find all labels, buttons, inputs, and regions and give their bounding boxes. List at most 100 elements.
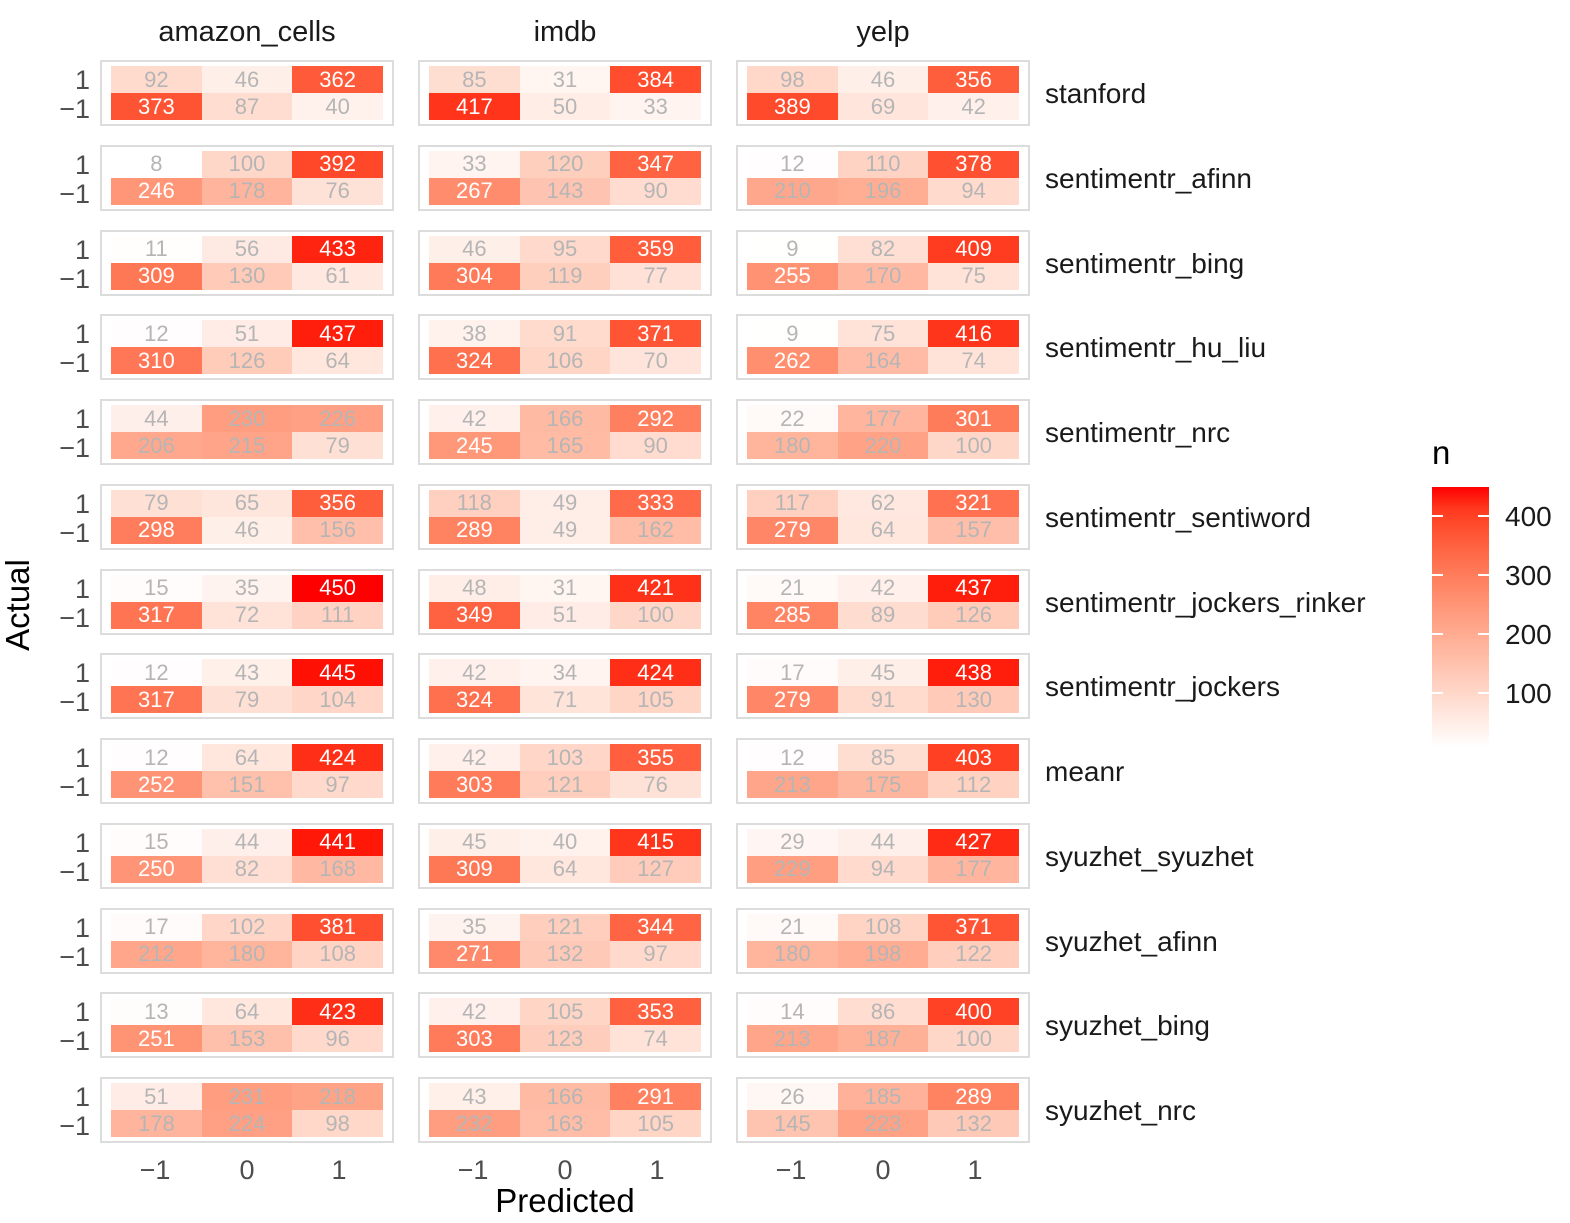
cell-value: 126 (228, 347, 266, 373)
heatmap-tile: 49 (519, 489, 611, 517)
cell-value: 11 (144, 236, 168, 262)
heatmap-tile: 177 (928, 855, 1019, 883)
cell-value: 437 (319, 320, 357, 346)
cell-value: 303 (455, 771, 493, 797)
cell-value: 35 (234, 575, 260, 601)
heatmap-tile: 359 (610, 235, 701, 263)
heatmap-tile: 94 (928, 177, 1019, 205)
heatmap-tile: 111 (292, 601, 383, 629)
heatmap-tile: 438 (928, 659, 1019, 687)
heatmap-tile: 321 (928, 489, 1019, 517)
cell-value: 90 (643, 432, 668, 458)
cell-value: 50 (552, 93, 578, 119)
cell-value: 70 (643, 347, 668, 373)
cell-value: 251 (137, 1025, 175, 1051)
heatmap-tile: 74 (928, 347, 1019, 375)
cell-value: 156 (319, 517, 357, 543)
facet-row-label-sentimentr_hu_liu: sentimentr_hu_liu (1045, 332, 1267, 364)
heatmap-tile: 267 (429, 177, 520, 205)
cell-value: 355 (637, 744, 675, 770)
cell-value: 246 (137, 178, 175, 204)
cell-value: 356 (955, 66, 993, 92)
cell-value: 38 (462, 320, 487, 346)
y-tick-label: −1 (59, 687, 90, 718)
heatmap-tile: 355 (610, 744, 701, 772)
heatmap-tile: 213 (747, 1025, 838, 1053)
cell-value: 180 (773, 941, 811, 967)
cell-value: 163 (546, 1110, 584, 1136)
heatmap-tile: 56 (201, 235, 293, 263)
cell-value: 166 (546, 405, 584, 431)
x-tick-label: 0 (875, 1155, 891, 1186)
heatmap-tile: 127 (610, 855, 701, 883)
heatmap-tile: 303 (429, 771, 520, 799)
heatmap-tile: 180 (747, 940, 838, 968)
cell-value: 309 (137, 263, 175, 289)
cell-value: 72 (234, 602, 260, 628)
heatmap-tile: 108 (837, 913, 929, 941)
heatmap-tile: 213 (747, 771, 838, 799)
cell-value: 130 (955, 686, 993, 712)
heatmap-tile: 35 (201, 574, 293, 602)
facet-panel-sentimentr_bing-amazon_cells: 11 56 433 309 130 61 (100, 229, 394, 296)
facet-row-label-sentimentr_jockers_rinker: sentimentr_jockers_rinker (1045, 586, 1366, 618)
facet-panel-syuzhet_nrc-imdb: 43 166 291 232 163 105 (418, 1077, 712, 1144)
facet-row-label-syuzhet_afinn: syuzhet_afinn (1045, 925, 1218, 957)
heatmap-tile: 178 (111, 1110, 202, 1138)
heatmap-tile: 279 (747, 516, 838, 544)
cell-value: 92 (144, 66, 169, 92)
cell-value: 317 (137, 686, 175, 712)
facet-panel-sentimentr_bing-imdb: 46 95 359 304 119 77 (418, 229, 712, 296)
heatmap-tile: 231 (201, 1083, 293, 1111)
cell-value: 298 (137, 517, 175, 543)
facet-panel-meanr-amazon_cells: 12 64 424 252 151 97 (100, 738, 394, 805)
heatmap-tile: 14 (747, 998, 838, 1026)
cell-value: 162 (637, 517, 675, 543)
cell-value: 220 (864, 432, 902, 458)
heatmap-tile: 97 (610, 940, 701, 968)
heatmap-tile: 40 (292, 93, 383, 120)
cell-value: 97 (643, 941, 668, 967)
y-tick-label: 1 (74, 997, 90, 1028)
cell-value: 43 (462, 1083, 487, 1109)
heatmap-tile: 51 (519, 601, 611, 629)
facet-row-label-syuzhet_nrc: syuzhet_nrc (1045, 1095, 1196, 1127)
cell-value: 415 (637, 829, 675, 855)
heatmap-tile: 51 (111, 1083, 202, 1111)
cell-value: 212 (137, 941, 175, 967)
heatmap-tile: 324 (429, 686, 520, 714)
cell-value: 279 (773, 686, 811, 712)
cell-value: 43 (234, 659, 260, 685)
cell-value: 87 (234, 93, 260, 119)
heatmap-tile: 33 (429, 150, 520, 178)
cell-value: 441 (319, 829, 357, 855)
legend-gradient-bar (1432, 487, 1489, 747)
heatmap-tile: 12 (111, 320, 202, 348)
facet-row-label-sentimentr_bing: sentimentr_bing (1045, 247, 1245, 279)
cell-value: 33 (462, 151, 487, 177)
heatmap-tile: 255 (747, 262, 838, 290)
cell-value: 344 (637, 914, 675, 940)
cell-value: 175 (864, 771, 902, 797)
heatmap-tile: 64 (519, 855, 611, 883)
y-tick-label: −1 (59, 941, 90, 972)
heatmap-tile: 289 (429, 516, 520, 544)
cell-value: 450 (319, 575, 357, 601)
cell-value: 119 (547, 263, 583, 289)
heatmap-tile: 96 (292, 1025, 383, 1053)
heatmap-tile: 279 (747, 686, 838, 714)
heatmap-tile: 45 (837, 659, 929, 687)
cell-value: 51 (552, 602, 578, 628)
y-axis-title: Actual (0, 559, 36, 651)
heatmap-tile: 106 (519, 347, 611, 375)
cell-value: 82 (234, 856, 260, 882)
cell-value: 105 (637, 1110, 675, 1136)
cell-value: 333 (637, 490, 675, 516)
cell-value: 423 (319, 998, 357, 1024)
cell-value: 95 (552, 236, 578, 262)
facet-col-header-yelp: yelp (856, 16, 910, 48)
heatmap-tile: 42 (928, 93, 1019, 120)
facet-row-label-sentimentr_sentiword: sentimentr_sentiword (1045, 501, 1312, 533)
legend-tick-mark (1432, 574, 1443, 577)
heatmap-tile: 50 (519, 93, 611, 120)
